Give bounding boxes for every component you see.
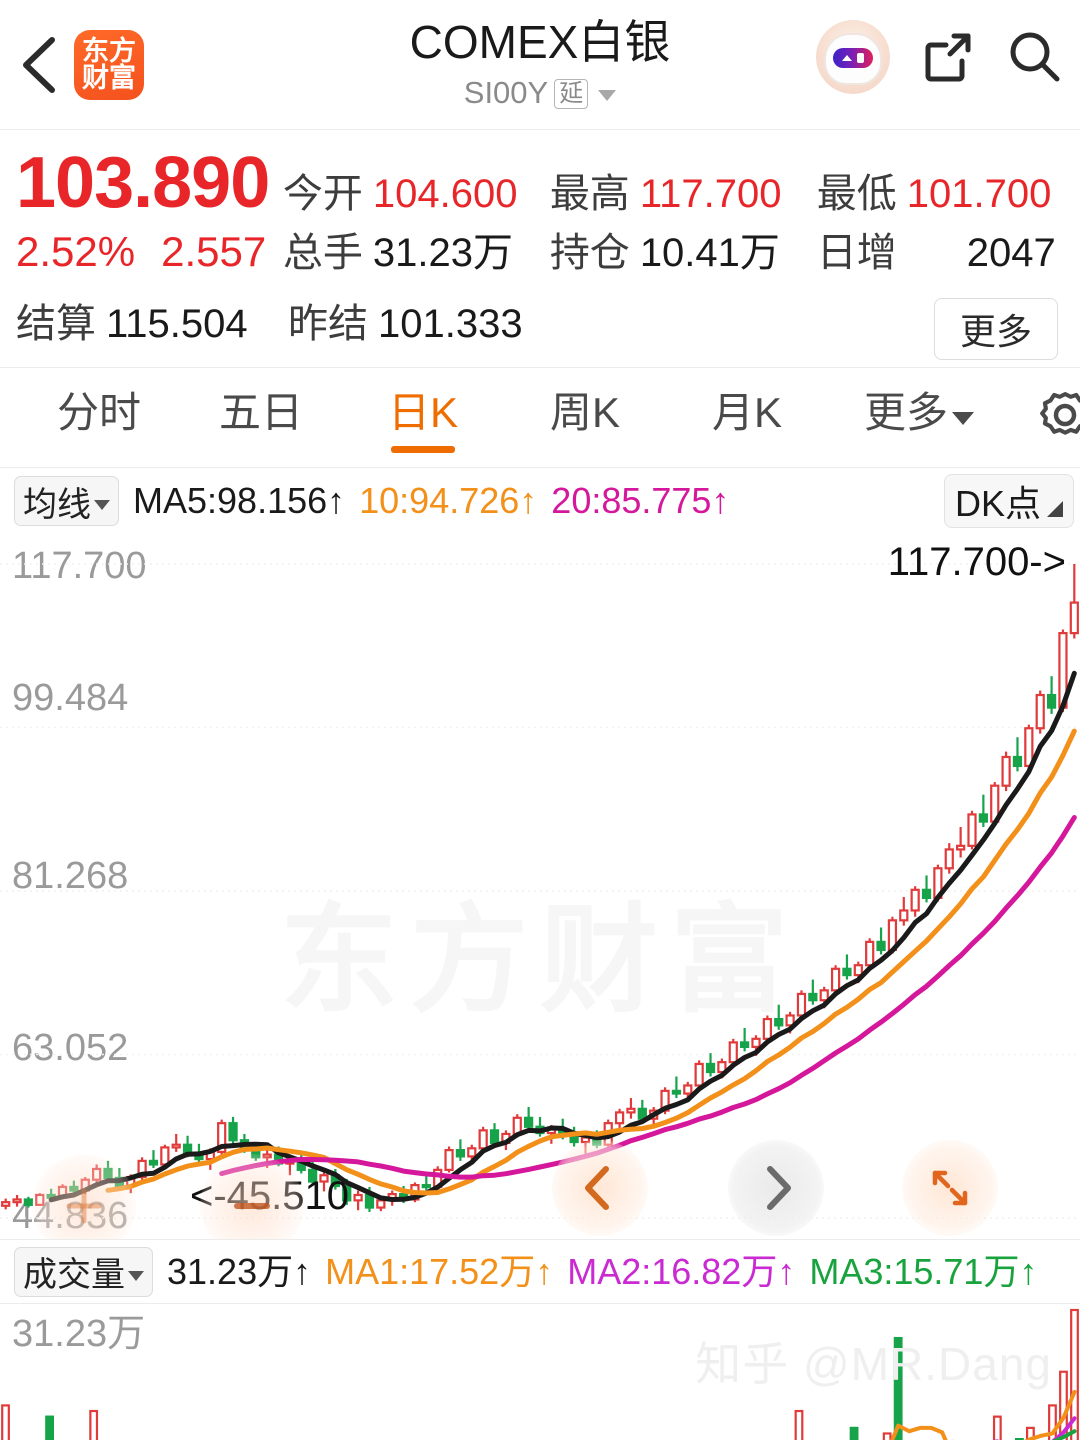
tab-five-day[interactable]: 五日 bbox=[218, 388, 303, 436]
volume-selector-label: 成交量 bbox=[23, 1256, 125, 1294]
symbol-code: SI00Y bbox=[463, 75, 549, 110]
fullscreen-button[interactable] bbox=[902, 1140, 998, 1236]
app-header: 东方 财富 COMEX白银 SI00Y 延 bbox=[0, 0, 1080, 130]
settle-field: 结算 115.504 bbox=[16, 300, 288, 348]
dk-point-button[interactable]: DK点 bbox=[943, 474, 1074, 528]
chevron-right-icon bbox=[767, 1166, 791, 1210]
ai-visor bbox=[833, 48, 873, 68]
ma10-value: 10:94.726↑ bbox=[359, 480, 538, 521]
more-button[interactable]: 更多 bbox=[934, 298, 1058, 360]
low-value: 101.700 bbox=[906, 172, 1052, 216]
volume-ma2: MA2:16.82万↑ bbox=[567, 1250, 796, 1292]
delay-badge: 延 bbox=[554, 79, 589, 109]
pan-right-button[interactable] bbox=[728, 1140, 824, 1236]
chevron-down-icon[interactable] bbox=[598, 89, 617, 101]
quote-panel: 103.890 今开 104.600 最高 117.700 最低 101.700… bbox=[0, 130, 1080, 368]
triangle-icon bbox=[1047, 501, 1063, 517]
quote-row-3: 结算 115.504 昨结 101.333 更多 bbox=[16, 298, 1064, 364]
tab-weekly-k[interactable]: 周K bbox=[549, 388, 620, 436]
presettle-label: 昨结 bbox=[288, 302, 368, 346]
back-icon[interactable] bbox=[18, 34, 64, 96]
gear-icon[interactable] bbox=[1033, 383, 1080, 452]
ma-selector[interactable]: 均线 bbox=[14, 476, 119, 526]
low-label: 最低 bbox=[816, 172, 897, 216]
tab-daily-k[interactable]: 日K bbox=[388, 387, 458, 449]
brand-logo[interactable]: 东方 财富 bbox=[74, 30, 144, 100]
ma5-value: MA5:98.156↑ bbox=[133, 480, 346, 521]
open-interest-value: 10.41万 bbox=[639, 231, 780, 275]
chevron-left-icon bbox=[585, 1166, 609, 1210]
open-interest-field: 持仓 10.41万 bbox=[550, 229, 817, 277]
volume-label: 总手 bbox=[282, 231, 363, 275]
search-icon[interactable] bbox=[1004, 26, 1066, 88]
chevron-down-icon bbox=[952, 412, 974, 425]
volume-y-label: 31.23万 bbox=[12, 1313, 146, 1355]
volume-ma1: MA1:17.52万↑ bbox=[325, 1250, 554, 1292]
volume-indicator-strip: 成交量 31.23万↑ MA1:17.52万↑ MA2:16.82万↑ MA3:… bbox=[0, 1240, 1080, 1304]
quote-row-1: 103.890 今开 104.600 最高 117.700 最低 101.700 bbox=[16, 144, 1064, 228]
volume-current: 31.23万↑ bbox=[167, 1250, 312, 1292]
chart-period-tabs: 分时 五日 日K 周K 月K 更多 bbox=[0, 368, 1080, 468]
ma-selector-label: 均线 bbox=[23, 485, 91, 524]
y-axis-label-3: 63.052 bbox=[12, 1027, 129, 1069]
expand-icon bbox=[932, 1170, 968, 1206]
open-label: 今开 bbox=[282, 172, 363, 216]
volume-selector[interactable]: 成交量 bbox=[14, 1246, 153, 1297]
pan-left-button[interactable] bbox=[552, 1140, 648, 1236]
share-icon[interactable] bbox=[916, 26, 978, 88]
tab-more[interactable]: 更多 bbox=[864, 387, 974, 449]
brand-logo-line2: 财富 bbox=[82, 63, 136, 94]
low-field: 最低 101.700 bbox=[817, 170, 1064, 218]
presettle-field: 昨结 101.333 bbox=[288, 300, 560, 348]
volume-ma3: MA3:15.71万↑ bbox=[809, 1250, 1038, 1292]
oi-change-value: 2047 bbox=[966, 231, 1056, 275]
zoom-in-button[interactable] bbox=[32, 1154, 136, 1239]
oi-change-field: 日增 2047 bbox=[817, 229, 1064, 277]
last-price: 103.890 bbox=[16, 143, 270, 223]
change-group: 2.52% 2.557 bbox=[16, 228, 283, 276]
change-percent: 2.52% bbox=[16, 228, 136, 275]
open-interest-label: 持仓 bbox=[549, 231, 630, 275]
header-actions bbox=[816, 20, 1066, 94]
change-value: 2.557 bbox=[161, 228, 267, 275]
chevron-down-icon bbox=[94, 500, 110, 510]
high-field: 最高 117.700 bbox=[550, 170, 817, 218]
settle-value: 115.504 bbox=[106, 302, 248, 346]
tab-more-label: 更多 bbox=[863, 388, 948, 436]
volume-field: 总手 31.23万 bbox=[283, 229, 550, 277]
open-field: 今开 104.600 bbox=[283, 170, 550, 218]
ma20-value: 20:85.775↑ bbox=[551, 480, 730, 521]
brand-logo-line1: 东方 bbox=[82, 36, 136, 67]
tab-minute[interactable]: 分时 bbox=[56, 388, 141, 436]
tab-monthly-k[interactable]: 月K bbox=[711, 388, 782, 436]
price-chart[interactable]: 东方财富 117.700 99.484 81.268 63.052 44.836… bbox=[0, 534, 1080, 1240]
zoom-out-button[interactable] bbox=[200, 1154, 304, 1239]
ma-indicator-strip: 均线 MA5:98.156↑ 10:94.726↑ 20:85.775↑ DK点 bbox=[0, 468, 1080, 534]
volume-chart[interactable]: 31.23万 知乎 @MR.Dang bbox=[0, 1304, 1080, 1440]
quote-row-2: 2.52% 2.557 总手 31.23万 持仓 10.41万 日增 2047 bbox=[16, 228, 1064, 300]
settle-label: 结算 bbox=[16, 302, 96, 346]
y-axis-label-1: 99.484 bbox=[12, 677, 129, 719]
high-value: 117.700 bbox=[639, 172, 782, 216]
y-axis-label-0: 117.700 bbox=[12, 545, 147, 587]
volume-plot bbox=[1, 1308, 1079, 1440]
y-axis-label-2: 81.268 bbox=[12, 855, 129, 897]
zoom-in-icon bbox=[66, 1188, 102, 1224]
ai-assistant-icon[interactable] bbox=[816, 20, 890, 94]
volume-value: 31.23万 bbox=[372, 231, 514, 275]
zoom-out-icon bbox=[234, 1203, 270, 1209]
chevron-down-icon bbox=[128, 1270, 144, 1281]
oi-change-label: 日增 bbox=[816, 231, 897, 275]
high-annotation: 117.700-> bbox=[887, 540, 1066, 584]
open-value: 104.600 bbox=[372, 172, 518, 216]
high-label: 最高 bbox=[549, 172, 630, 216]
candlestick-plot bbox=[0, 563, 1080, 1219]
presettle-value: 101.333 bbox=[378, 302, 523, 346]
dk-point-label: DK点 bbox=[954, 483, 1041, 524]
